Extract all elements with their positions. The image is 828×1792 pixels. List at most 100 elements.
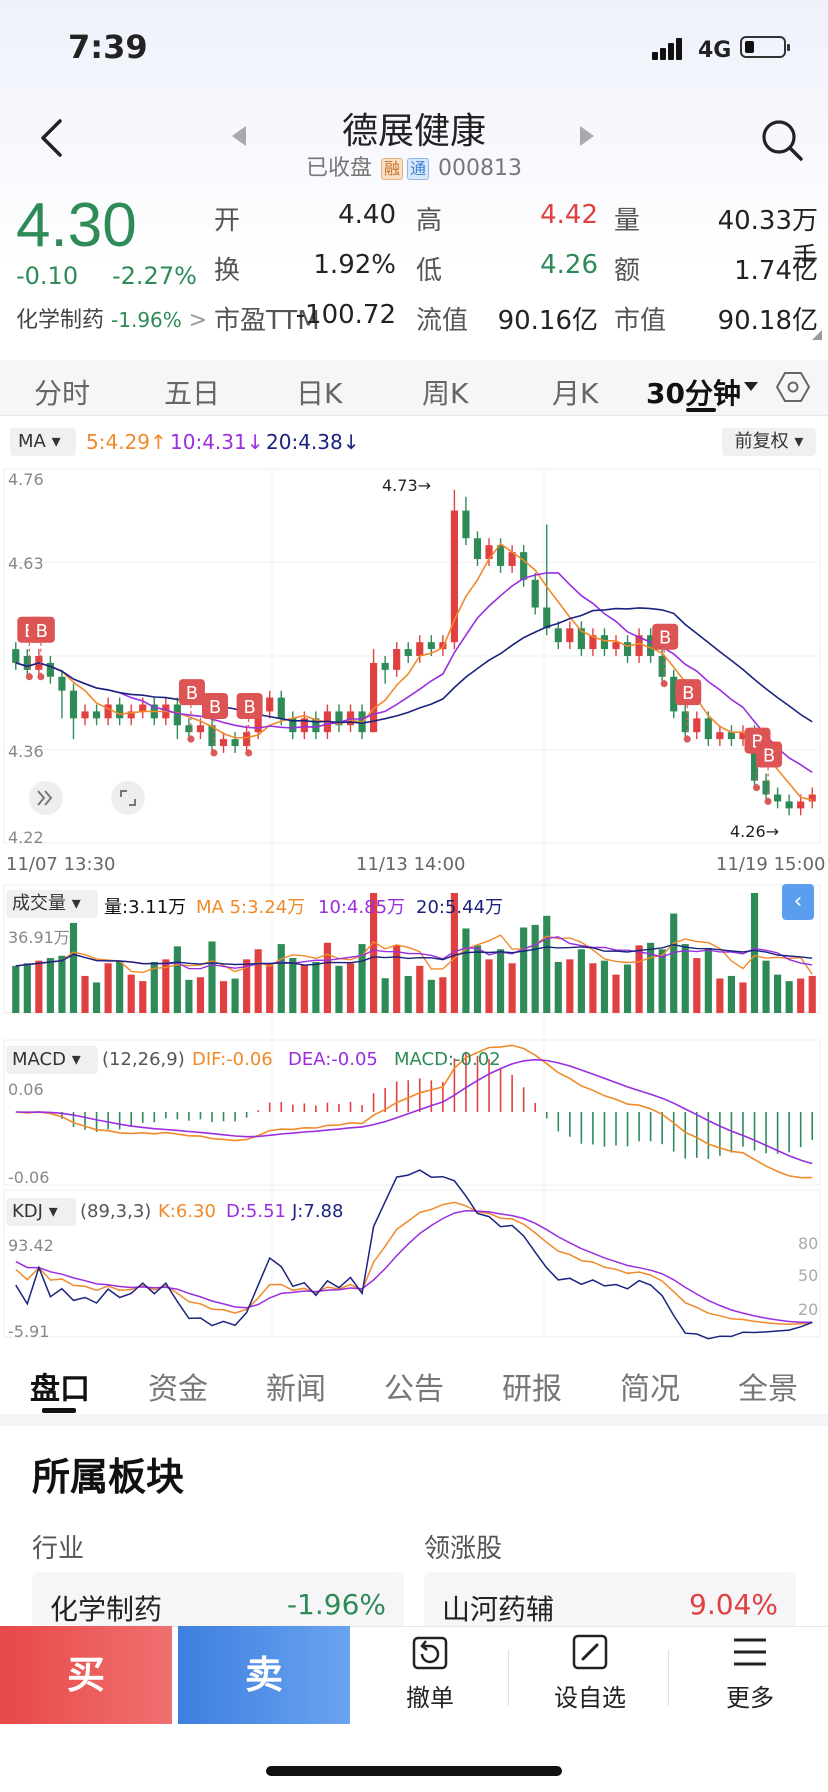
- ma20-value: 20:4.38↓: [266, 430, 360, 454]
- buy-button[interactable]: 买: [0, 1626, 172, 1724]
- candle: [785, 801, 793, 809]
- buy-marker-label: B: [763, 745, 775, 766]
- next-stock-icon[interactable]: [580, 126, 594, 146]
- volume-bar: [104, 963, 112, 1013]
- y-label-2: 4.63: [8, 554, 44, 573]
- candle: [393, 649, 401, 670]
- candle: [404, 649, 412, 656]
- chart-tab[interactable]: 日K: [296, 377, 343, 410]
- candle: [750, 732, 759, 781]
- candle: [416, 642, 424, 656]
- high-annotation: 4.73→: [382, 476, 432, 495]
- detail-tab[interactable]: 全景: [738, 1372, 798, 1407]
- candle: [577, 628, 585, 650]
- panel-frame: [3, 1189, 821, 1338]
- settings-hex-icon[interactable]: [776, 370, 810, 404]
- volume-bar: [300, 964, 308, 1013]
- candle: [716, 732, 724, 740]
- x-label-start: 11/07 13:30: [6, 854, 116, 875]
- add-watchlist-button[interactable]: 设自选: [530, 1632, 650, 1713]
- kline-chart[interactable]: BBBBBBBBB: [0, 465, 828, 1345]
- buy-marker-dot: [660, 680, 668, 688]
- buy-marker-dot: [753, 784, 761, 792]
- detail-tab[interactable]: 新闻: [266, 1372, 326, 1407]
- volume-ma5: MA 5:3.24万: [196, 897, 306, 918]
- kdj-selector[interactable]: KDJ ▾: [6, 1198, 76, 1226]
- volume-bar: [785, 981, 793, 1013]
- candle: [81, 711, 89, 719]
- kdj-params: (89,3,3): [80, 1201, 152, 1222]
- quote-value: 1.74亿: [734, 256, 818, 286]
- search-icon[interactable]: [760, 118, 804, 162]
- back-icon[interactable]: [38, 118, 66, 158]
- volume-bar: [346, 963, 355, 1013]
- volume-bar: [531, 924, 539, 1013]
- more-button[interactable]: 更多: [690, 1632, 810, 1713]
- candle: [520, 552, 528, 580]
- ma5-value: 5:4.29↑: [86, 430, 167, 454]
- x-label-mid: 11/13 14:00: [356, 854, 466, 875]
- candle: [370, 662, 378, 733]
- chart-tab[interactable]: 周K: [422, 377, 469, 410]
- collapse-panel-icon[interactable]: ‹: [782, 884, 814, 920]
- volume-selector[interactable]: 成交量 ▾: [6, 890, 98, 918]
- leader-label: 领涨股: [424, 1534, 503, 1564]
- candle: [647, 635, 655, 656]
- chart-tab[interactable]: 分时: [34, 377, 91, 410]
- cancel-order-label: 撤单: [406, 1684, 454, 1712]
- buy-marker-label: B: [186, 683, 198, 704]
- volume-ma20-line: [15, 943, 813, 967]
- candle: [104, 704, 112, 719]
- volume-bar: [520, 927, 528, 1013]
- volume-bar: [496, 949, 505, 1013]
- section-title: 所属板块: [32, 1455, 185, 1499]
- buy-marker-dot: [764, 797, 772, 805]
- candle: [92, 711, 101, 719]
- volume-bar: [623, 964, 632, 1013]
- kdj-tick-20: 20: [798, 1300, 819, 1319]
- expand-left-icon[interactable]: [28, 780, 64, 816]
- candle: [600, 635, 609, 650]
- fullscreen-icon[interactable]: [110, 780, 146, 816]
- leader-name: 山河药辅: [442, 1593, 555, 1626]
- volume-bar: [266, 963, 274, 1013]
- detail-tab[interactable]: 资金: [148, 1372, 208, 1407]
- sector-pct: -1.96%: [111, 308, 182, 332]
- corner-expand-icon[interactable]: [812, 330, 822, 340]
- cancel-order-button[interactable]: 撤单: [370, 1632, 490, 1713]
- candle: [485, 545, 493, 560]
- network-label: 4G: [698, 38, 732, 63]
- volume-bar: [762, 960, 770, 1013]
- candle: [462, 510, 470, 539]
- volume-bar: [277, 944, 285, 1013]
- volume-bar: [485, 959, 493, 1013]
- detail-tab[interactable]: 简况: [620, 1372, 680, 1407]
- ma-label: MA: [18, 431, 46, 452]
- industry-label: 行业: [32, 1534, 85, 1564]
- detail-tab[interactable]: 公告: [384, 1372, 444, 1407]
- chart-tab[interactable]: 五日: [164, 377, 221, 410]
- adjust-selector[interactable]: 前复权 ▾: [722, 428, 816, 456]
- sector-link[interactable]: 化学制药 -1.96% >: [16, 302, 207, 334]
- detail-tab[interactable]: 研报: [502, 1372, 562, 1407]
- candle: [762, 780, 770, 795]
- dropdown-icon[interactable]: [744, 380, 758, 392]
- chart-tab[interactable]: 30分钟: [646, 377, 741, 410]
- prev-stock-icon[interactable]: [232, 126, 246, 146]
- volume-bar: [589, 963, 597, 1013]
- macd-selector[interactable]: MACD ▾: [6, 1046, 98, 1074]
- chart-tab[interactable]: 月K: [552, 377, 599, 410]
- buy-marker: [756, 741, 783, 768]
- volume-bar: [774, 974, 782, 1013]
- volume-bar: [439, 977, 447, 1013]
- candle: [381, 662, 389, 670]
- detail-tab[interactable]: 盘口: [30, 1372, 90, 1407]
- sell-button[interactable]: 卖: [178, 1626, 350, 1724]
- ma-selector[interactable]: MA ▾: [10, 428, 76, 456]
- candle: [797, 801, 805, 809]
- add-watchlist-label: 设自选: [554, 1684, 626, 1712]
- volume-bar: [69, 922, 78, 1013]
- volume-ma5-line: [15, 934, 813, 975]
- volume-bar: [704, 947, 712, 1013]
- ma10-value: 10:4.31↓: [170, 430, 264, 454]
